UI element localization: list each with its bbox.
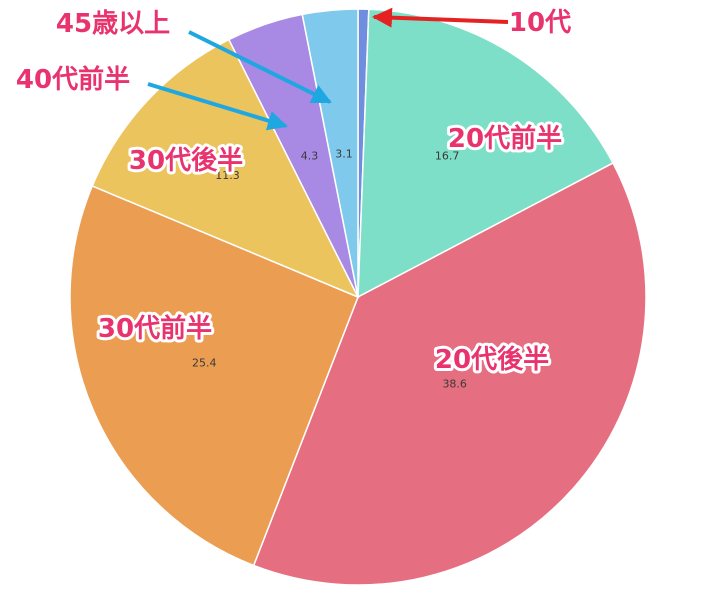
pie-slice-3 <box>69 184 359 567</box>
callout-arrows <box>147 7 509 131</box>
slice-value-label: 16.7 <box>435 150 460 163</box>
slice-value-label: 25.4 <box>192 356 217 369</box>
pie-slice-6 <box>301 8 359 298</box>
slice-category-label: 10代 <box>509 8 571 38</box>
slice-category-label: 30代後半 <box>129 145 243 176</box>
slice-category-label: 20代後半 <box>435 344 549 375</box>
callout-arrow-blue <box>147 82 288 131</box>
callout-arrow-blue <box>188 30 332 104</box>
pie-slices <box>69 8 647 586</box>
slice-category-label: 40代前半 <box>16 64 130 95</box>
callout-arrow-red <box>372 7 509 28</box>
category-labels: 10代 20代前半 20代後半 30代前半 30代後半 40代前半 45歳以上 <box>13 5 574 378</box>
value-labels: 16.7 38.6 25.4 11.3 4.3 3.1 <box>192 148 467 391</box>
slice-value-label: 11.3 <box>215 169 240 182</box>
slice-category-label: 30代前半 <box>98 313 212 344</box>
pie-slice-4 <box>91 38 360 299</box>
slice-value-label: 3.1 <box>335 148 353 161</box>
slice-value-label: 38.6 <box>442 377 467 390</box>
pie-slice-2 <box>252 162 647 586</box>
slice-value-label: 4.3 <box>301 149 319 162</box>
pie-slice-1 <box>357 8 614 299</box>
slice-category-label: 20代前半 <box>448 123 562 154</box>
slice-category-label: 45歳以上 <box>56 9 170 39</box>
